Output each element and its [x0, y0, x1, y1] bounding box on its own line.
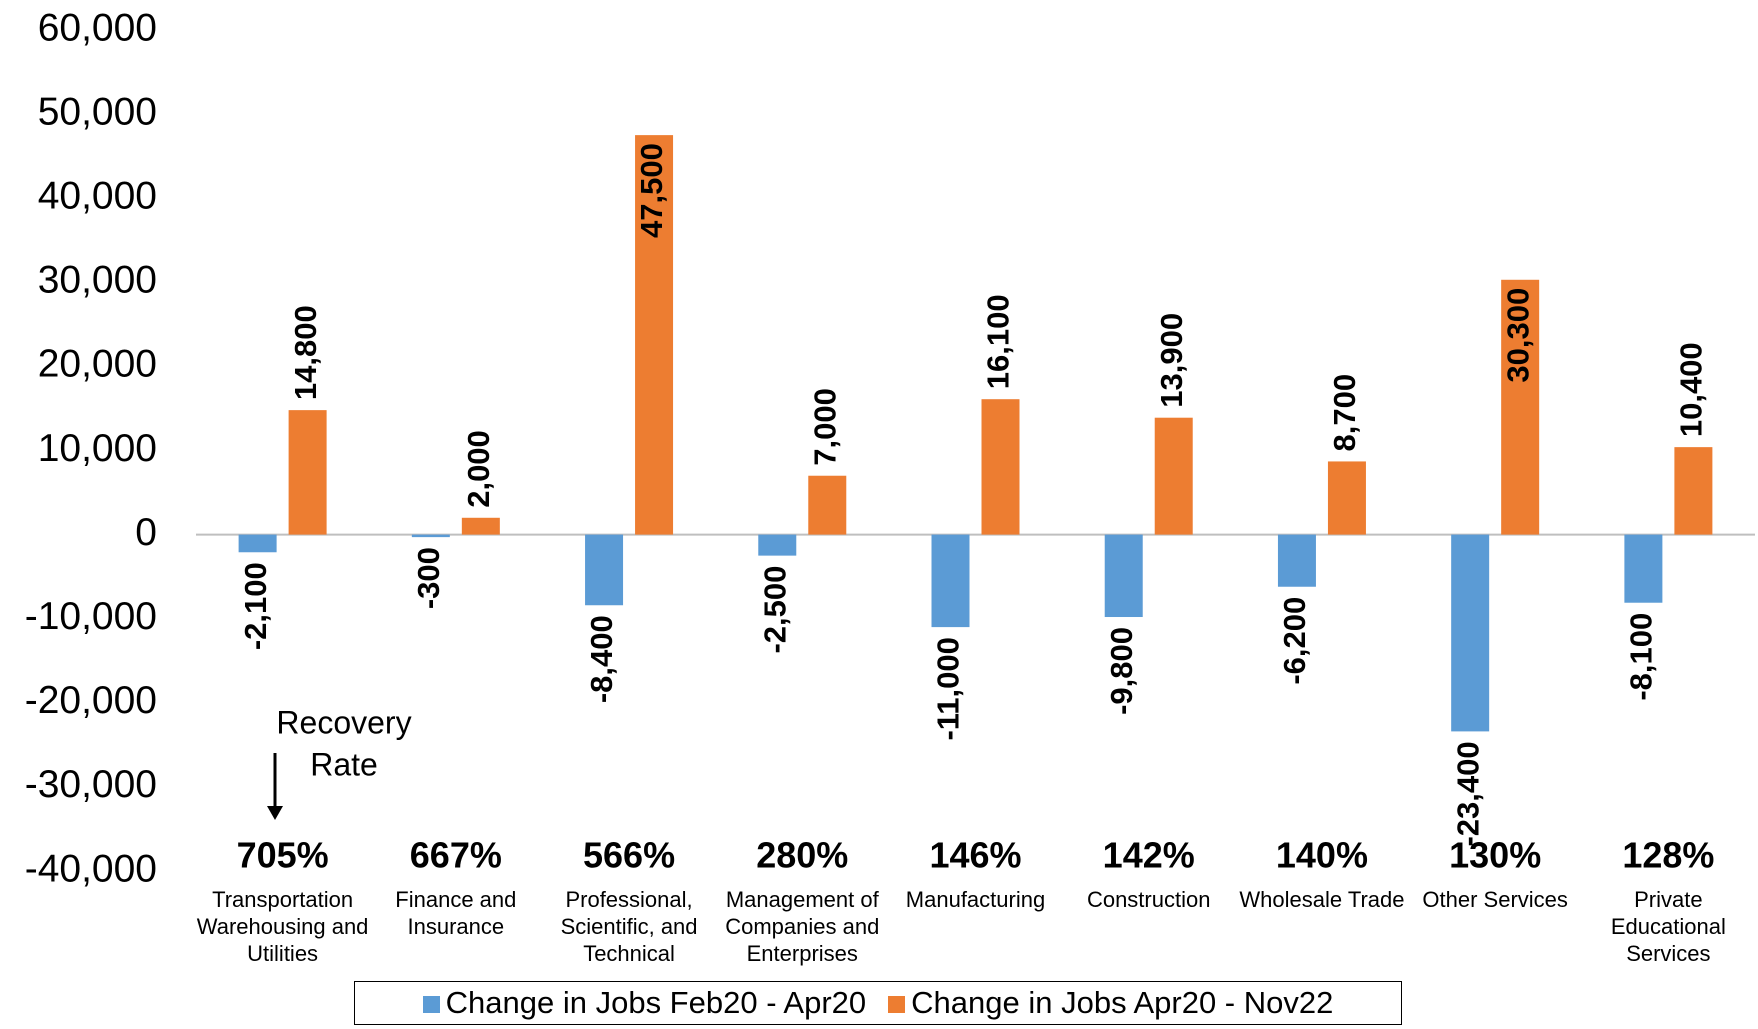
y-tick-label: 50,000	[38, 90, 157, 133]
recovery-rate: 705%	[237, 835, 329, 876]
y-tick-label: -10,000	[25, 595, 157, 638]
x-tick-label: Construction	[1086, 887, 1211, 912]
data-label: 7,000	[807, 388, 842, 466]
x-tick-label: Finance and Insurance	[395, 887, 517, 939]
x-tick-label: Management of Companies and Enterprises	[725, 887, 880, 966]
bar	[1451, 534, 1490, 732]
bar	[411, 534, 450, 538]
recovery-rate: 140%	[1276, 835, 1368, 876]
data-label: -23,400	[1450, 741, 1485, 846]
bar	[758, 534, 797, 556]
x-tick-label: Other Services	[1422, 887, 1568, 912]
bar	[1327, 461, 1366, 535]
y-tick-label: 10,000	[38, 427, 157, 470]
bar	[585, 534, 624, 606]
x-tick-label: Wholesale Trade	[1239, 887, 1405, 912]
bar	[288, 410, 327, 535]
bar	[1674, 447, 1713, 535]
data-label: 13,900	[1154, 313, 1189, 408]
recovery-rate: 566%	[583, 835, 675, 876]
bar	[1501, 279, 1540, 535]
bar	[981, 399, 1020, 535]
arrow-head	[267, 806, 283, 820]
data-label: 47,500	[634, 143, 669, 238]
legend-item: Change in Jobs Apr20 - Nov22	[888, 985, 1333, 1021]
bar	[238, 534, 277, 553]
recovery-rate: 142%	[1103, 835, 1195, 876]
annotation: Recovery	[276, 704, 411, 740]
recovery-rate: 146%	[929, 835, 1021, 876]
data-label: -6,200	[1277, 597, 1312, 685]
x-tick-label: Professional, Scientific, and Technical	[560, 887, 698, 966]
data-label: -2,500	[757, 566, 792, 654]
legend: Change in Jobs Feb20 - Apr20 Change in Jo…	[354, 981, 1402, 1025]
x-tick-label: Private Educational Services	[1610, 887, 1726, 966]
data-label: 10,400	[1674, 342, 1709, 437]
y-tick-label: 20,000	[38, 343, 157, 386]
bar	[1154, 417, 1193, 535]
legend-label: Change in Jobs Feb20 - Apr20	[445, 985, 867, 1020]
annotation: Rate	[310, 746, 378, 782]
y-tick-label: 30,000	[38, 259, 157, 302]
recovery-rate: 130%	[1449, 835, 1541, 876]
data-label: 8,700	[1327, 374, 1362, 452]
bar	[635, 135, 674, 535]
y-tick-label: 60,000	[38, 6, 157, 49]
recovery-rate: 128%	[1622, 835, 1714, 876]
legend-label: Change in Jobs Apr20 - Nov22	[911, 985, 1334, 1020]
y-tick-label: -30,000	[25, 763, 157, 806]
legend-item: Change in Jobs Feb20 - Apr20	[422, 985, 867, 1021]
data-label: -11,000	[931, 637, 966, 740]
y-tick-label: -20,000	[25, 679, 157, 722]
y-tick-label: 0	[135, 511, 157, 554]
y-tick-label: 40,000	[38, 174, 157, 217]
recovery-rate: 667%	[410, 835, 502, 876]
x-tick-label: Manufacturing	[905, 887, 1046, 912]
data-label: -8,400	[584, 615, 619, 703]
bar	[808, 475, 847, 535]
data-label: -300	[411, 547, 446, 609]
bar	[931, 534, 970, 628]
data-label: 30,300	[1500, 288, 1535, 383]
bar	[1277, 534, 1316, 587]
data-label: -9,800	[1104, 627, 1139, 715]
recovery-rate: 280%	[756, 835, 848, 876]
bar	[1624, 534, 1663, 603]
bar	[1104, 534, 1143, 618]
legend-swatch	[888, 996, 906, 1013]
bar	[461, 517, 500, 535]
data-label: -2,100	[238, 562, 273, 650]
x-tick-label: Transportation Warehousing and Utilities	[196, 887, 369, 966]
data-label: 2,000	[461, 430, 496, 508]
y-tick-label: -40,000	[25, 847, 157, 890]
data-label: 14,800	[288, 305, 323, 400]
legend-swatch	[422, 996, 440, 1013]
data-label: 16,100	[981, 294, 1016, 389]
data-label: -8,100	[1624, 613, 1659, 701]
